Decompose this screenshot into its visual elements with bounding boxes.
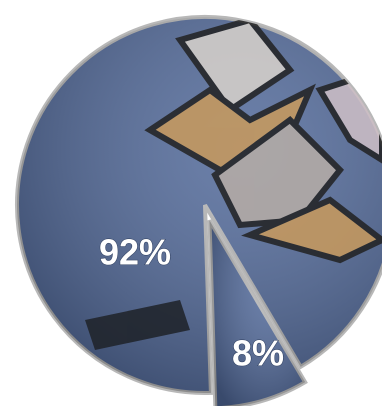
- texture: [85, 17, 382, 350]
- data-label: 8%: [232, 333, 284, 374]
- data-label: 92%: [99, 232, 171, 273]
- labels: 92% 8%: [98, 231, 284, 374]
- slice-shade: [209, 220, 306, 406]
